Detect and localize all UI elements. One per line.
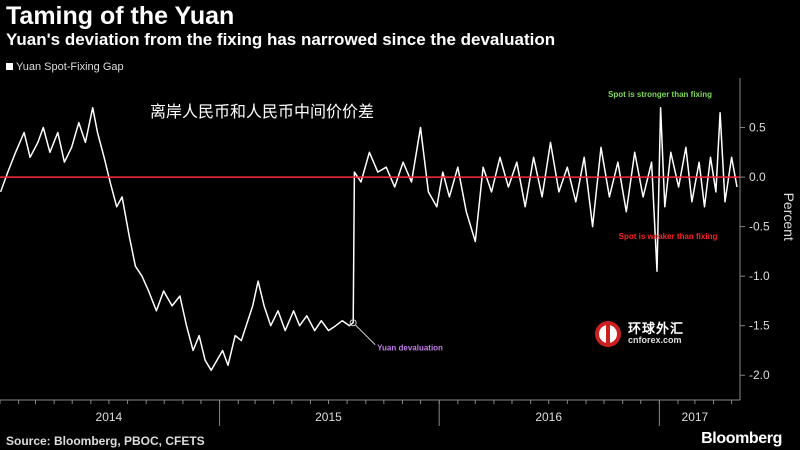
watermark-en: cnforex.com — [628, 335, 682, 345]
legend-label: Yuan Spot-Fixing Gap — [16, 61, 124, 73]
series-line — [0, 106, 738, 372]
x-tick-label: 2014 — [96, 410, 123, 424]
annotation-stronger: Spot is stronger than fixing — [608, 90, 712, 99]
x-tick-label: 2016 — [535, 410, 562, 424]
y-tick-label: -2.0 — [749, 368, 770, 382]
watermark: 环球外汇 cnforex.com — [592, 318, 683, 357]
y-tick-label: -1.0 — [749, 269, 770, 283]
devaluation-leader — [354, 324, 376, 346]
overlay-caption: 离岸人民币和人民币中间价价差 — [150, 102, 375, 121]
y-tick-label: 0.0 — [749, 170, 766, 184]
legend: Yuan Spot-Fixing Gap — [6, 61, 124, 73]
chart-title: Taming of the Yuan — [6, 2, 235, 30]
watermark-cn: 环球外汇 — [628, 322, 685, 337]
y-tick-label: -1.5 — [749, 319, 770, 333]
annotation-devaluation: Yuan devaluation — [377, 344, 443, 353]
devaluation-marker — [349, 319, 357, 327]
annotation-weaker: Spot is weaker than fixing — [619, 232, 718, 241]
bloomberg-logo: Bloomberg — [701, 430, 782, 447]
x-tick-label: 2017 — [682, 410, 709, 424]
chart-subtitle: Yuan's deviation from the fixing has nar… — [6, 30, 556, 49]
y-tick-label: 0.5 — [749, 121, 766, 135]
y-axis-label: Percent — [781, 193, 797, 241]
globe-logo-icon — [595, 321, 621, 347]
y-tick-label: -0.5 — [749, 220, 770, 234]
legend-swatch — [6, 63, 13, 70]
x-tick-label: 2015 — [315, 410, 342, 424]
source-note: Source: Bloomberg, PBOC, CFETS — [6, 434, 205, 448]
